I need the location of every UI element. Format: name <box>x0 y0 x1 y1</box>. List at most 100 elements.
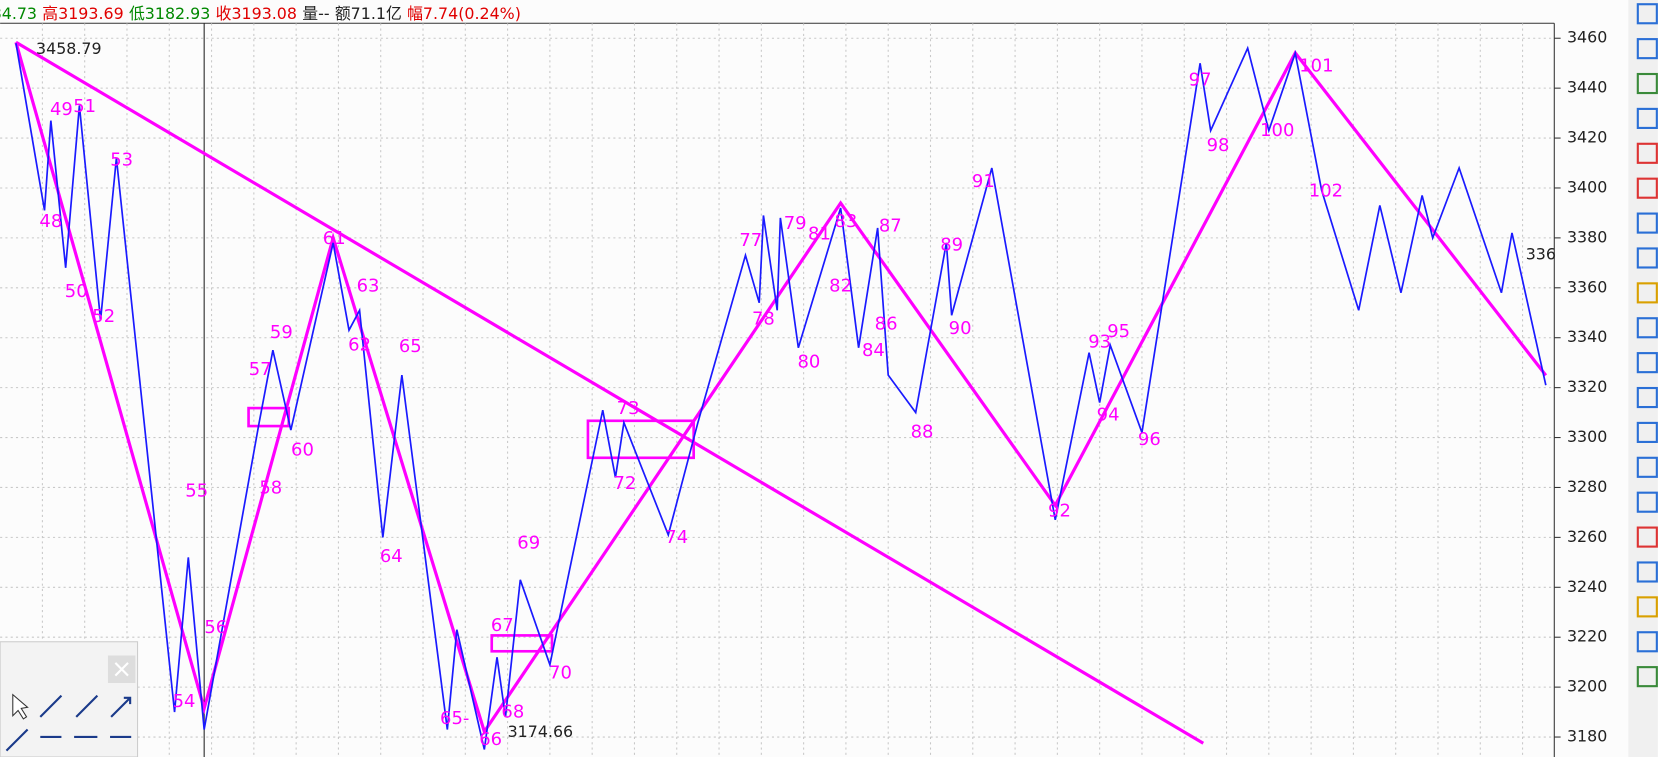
y-tick-label: 3320 <box>1567 377 1607 396</box>
wave-label: 70 <box>549 662 572 683</box>
grid: 3180 3200 3220 3240 3260 3280 3300 3320 3340 3360… <box>0 23 1607 757</box>
y-tick-label: 3240 <box>1567 577 1607 596</box>
tool-icon[interactable] <box>1636 72 1658 95</box>
wave-label: 59 <box>270 322 293 343</box>
y-tick-label: 3260 <box>1567 527 1607 546</box>
header-item: 幅7.74(0.24%) <box>407 4 521 23</box>
wave-label: 69 <box>517 532 540 553</box>
tool-icon[interactable] <box>1636 491 1658 513</box>
header: 84.73 高3193.69 低3182.93 收3193.08 量-- 额71.1亿幅7… <box>0 4 521 23</box>
wave-label: 97 <box>1189 69 1212 90</box>
y-tick-label: 3280 <box>1567 477 1607 496</box>
wave-line <box>14 41 1548 736</box>
header-item: 量-- <box>302 4 329 23</box>
wave-label: 51 <box>73 96 96 117</box>
wave-label: 94 <box>1097 405 1120 426</box>
wave-label: 66 <box>479 729 502 750</box>
wave-label: 90 <box>949 318 972 339</box>
wave-label: 68 <box>501 702 524 723</box>
tool-icon[interactable] <box>1636 561 1658 583</box>
y-tick-label: 3180 <box>1567 727 1607 746</box>
sidebar-bg <box>1628 0 1658 757</box>
tool-icon[interactable] <box>1636 456 1658 478</box>
tool-icon[interactable] <box>1636 282 1658 304</box>
tool-icon[interactable] <box>1636 38 1658 60</box>
wave-label: 55 <box>185 481 208 502</box>
y-tick-label: 3460 <box>1567 28 1607 47</box>
sidebar-icons <box>1636 3 1658 688</box>
wave-label: 52 <box>92 306 115 327</box>
wave-label: 72 <box>614 473 637 494</box>
draw-panel <box>0 641 139 757</box>
tool-icon[interactable] <box>1636 317 1658 339</box>
y-tick-label: 3400 <box>1567 177 1607 196</box>
y-tick-label: 3220 <box>1567 627 1607 646</box>
sidebar <box>1628 0 1658 757</box>
wave-label: 49 <box>50 99 73 120</box>
wave-label: 80 <box>797 352 820 373</box>
wave-label: 54 <box>173 691 196 712</box>
line-tools[interactable] <box>39 694 132 718</box>
tool-icon[interactable] <box>1636 352 1658 374</box>
tool-icon[interactable] <box>1636 596 1658 618</box>
y-tick-label: 3300 <box>1567 427 1607 446</box>
tool-icon[interactable] <box>1636 142 1658 164</box>
header-item: 高3193.69 <box>42 4 123 23</box>
wave-label: 65 <box>399 336 422 357</box>
edge-label: 336 <box>1526 244 1556 263</box>
y-tick-label: 3360 <box>1567 277 1607 296</box>
tool-icon[interactable] <box>1636 177 1658 199</box>
wave-label: 60 <box>291 439 314 460</box>
y-tick-label: 3340 <box>1567 327 1607 346</box>
header-item: 低3182.93 <box>129 4 210 23</box>
wave-label: 48 <box>39 211 62 232</box>
wave-label: 89 <box>940 234 963 255</box>
wave-label: 84 <box>862 340 885 361</box>
wave-label: 61 <box>323 228 346 249</box>
wave-label: 50 <box>65 281 88 302</box>
wave-label: 87 <box>879 215 902 236</box>
tool-icon[interactable] <box>1636 107 1658 129</box>
tool-icon[interactable] <box>1636 631 1658 653</box>
wave-label: 62 <box>348 335 371 356</box>
wave-label: 92 <box>1048 501 1071 522</box>
price-zigzag <box>15 43 1547 750</box>
pointer-tool[interactable] <box>12 693 29 720</box>
tool-icon[interactable] <box>1636 386 1658 409</box>
tool-icon[interactable] <box>1636 212 1658 234</box>
wave-label: 83 <box>834 211 857 232</box>
wave-label: 64 <box>380 546 403 567</box>
tool-icon[interactable] <box>1636 3 1658 25</box>
y-tick-label: 3200 <box>1567 677 1607 696</box>
tool-icon[interactable] <box>1636 421 1658 443</box>
wave-label: 56 <box>204 617 227 638</box>
line-tools-2[interactable] <box>5 728 132 752</box>
wave-label: 101 <box>1299 56 1333 77</box>
wave-label: 100 <box>1260 120 1294 141</box>
wave-label: 65- <box>440 708 469 729</box>
header-item: 84.73 <box>0 4 37 23</box>
y-tick-label: 3440 <box>1567 78 1607 97</box>
tool-icon[interactable] <box>1636 526 1658 548</box>
wave-label: 63 <box>357 276 380 297</box>
box <box>490 634 554 653</box>
wave-label: 67 <box>491 615 514 636</box>
price-label: 3458.79 <box>36 39 102 58</box>
wave-label: 82 <box>829 276 852 297</box>
close-icon <box>114 662 129 677</box>
wave-label: 93 <box>1088 332 1111 353</box>
wave-label: 88 <box>911 421 934 442</box>
wave-label: 102 <box>1309 180 1343 201</box>
wave-label: 74 <box>665 527 688 548</box>
price-label: 3174.66 <box>508 722 574 741</box>
wave-label: 73 <box>617 398 640 419</box>
wave-label: 91 <box>972 171 995 192</box>
wave-label: 79 <box>784 213 807 234</box>
tool-icon[interactable] <box>1636 247 1658 269</box>
tool-icon[interactable] <box>1636 666 1658 688</box>
wave-label: 86 <box>875 314 898 335</box>
wave-label: 95 <box>1107 321 1130 342</box>
